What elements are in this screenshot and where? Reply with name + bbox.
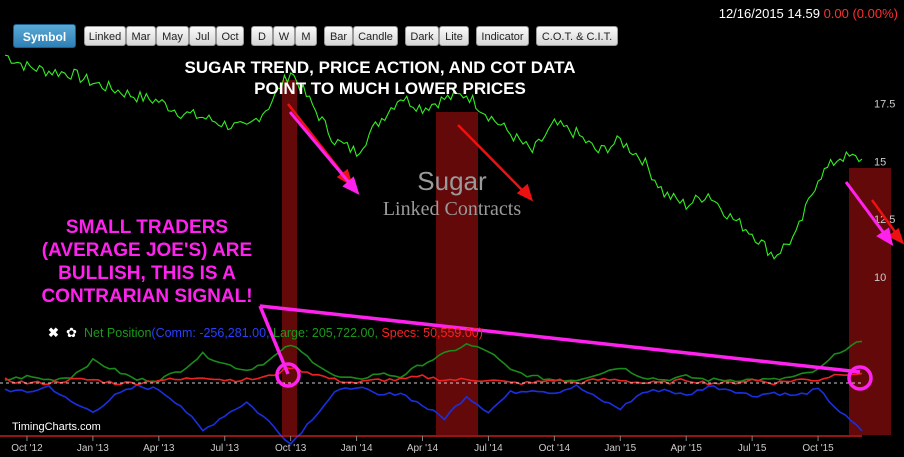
gear-icon[interactable]: ✿ xyxy=(66,325,77,340)
x-tick-label: Jan '13 xyxy=(77,443,109,454)
y-tick-label: 17.5 xyxy=(874,99,895,111)
cot-line-large xyxy=(4,340,863,383)
x-tick-label: Jul '14 xyxy=(474,443,503,454)
cot-line-comm xyxy=(4,383,863,445)
highlight-region-nov15 xyxy=(849,168,891,435)
candle-button[interactable]: Candle xyxy=(353,26,398,46)
may-button[interactable]: May xyxy=(156,26,189,46)
bar-button[interactable]: Bar xyxy=(324,26,353,46)
small-traders-line-3: BULLISH, THIS IS A xyxy=(58,263,236,284)
quote-change: 0.00 (0.00%) xyxy=(823,6,898,21)
price-line xyxy=(4,54,863,260)
small-traders-line-1: SMALL TRADERS xyxy=(66,217,228,238)
quote-readout: 12/16/2015 14.59 0.00 (0.00%) xyxy=(719,6,898,21)
daily-button[interactable]: D xyxy=(251,26,273,46)
symbol-button[interactable]: Symbol xyxy=(13,24,76,48)
indicator-comm: (Comm: -256,281.00, xyxy=(151,326,269,340)
linked-button[interactable]: Linked xyxy=(84,26,126,46)
close-icon[interactable]: ✖ xyxy=(48,325,59,340)
small-traders-line-4: CONTRARIAN SIGNAL! xyxy=(41,286,252,307)
trend-arrows xyxy=(287,103,904,245)
x-axis: Oct '12 Jan '13 Apr '13 Jul '13 Oct '13 Jan '… xyxy=(0,435,862,454)
x-tick-label: Apr '15 xyxy=(671,443,703,454)
x-tick-label: Oct '14 xyxy=(539,443,571,454)
oct-button[interactable]: Oct xyxy=(216,26,244,46)
x-tick-label: Jan '14 xyxy=(341,443,373,454)
jul-button[interactable]: Jul xyxy=(189,26,216,46)
headline-line-1: SUGAR TREND, PRICE ACTION, AND COT DATA xyxy=(185,58,576,77)
y-tick-label: 10 xyxy=(874,272,886,284)
headline-line-2: POINT TO MUCH LOWER PRICES xyxy=(254,79,526,98)
watermark-subtitle: Linked Contracts xyxy=(383,198,522,220)
y-tick-label: 15 xyxy=(874,156,886,168)
divergence-annotation xyxy=(258,304,873,391)
weekly-button[interactable]: W xyxy=(273,26,295,46)
x-tick-label: Apr '14 xyxy=(407,443,439,454)
highlight-region-jun14 xyxy=(436,112,478,435)
magenta-arrows xyxy=(288,111,894,247)
indicator-large: Large: 205,722.00, xyxy=(270,326,378,340)
chart-toolbar: Symbol Linked Mar May Jul Oct D W M Bar … xyxy=(0,0,904,50)
brand-watermark: TimingCharts.com xyxy=(12,421,101,433)
x-tick-label: Apr '13 xyxy=(143,443,175,454)
x-tick-label: Jul '13 xyxy=(210,443,239,454)
cot-line-specs xyxy=(4,366,863,386)
quote-datetime: 12/16/2015 14.59 xyxy=(718,6,820,21)
indicator-legend: Net Position(Comm: -256,281.00, Large: 2… xyxy=(84,326,483,340)
x-tick-label: Jul '15 xyxy=(738,443,767,454)
mar-button[interactable]: Mar xyxy=(126,26,156,46)
indicator-button[interactable]: Indicator xyxy=(476,26,529,46)
x-tick-label: Oct '15 xyxy=(802,443,834,454)
watermark-name: Sugar xyxy=(417,166,487,196)
price-layer xyxy=(4,54,863,260)
x-tick-label: Oct '12 xyxy=(11,443,43,454)
cot-cit-button[interactable]: C.O.T. & C.I.T. xyxy=(536,26,618,46)
x-tick-label: Oct '13 xyxy=(275,443,307,454)
x-tick-label: Jan '15 xyxy=(604,443,636,454)
dark-button[interactable]: Dark xyxy=(405,26,439,46)
cot-layer xyxy=(4,340,863,445)
indicator-specs: Specs: 50,559.00) xyxy=(378,326,483,340)
small-traders-line-2: (AVERAGE JOE'S) ARE xyxy=(42,240,252,261)
indicator-label: Net Position xyxy=(84,326,151,340)
lite-button[interactable]: Lite xyxy=(439,26,469,46)
monthly-button[interactable]: M xyxy=(295,26,317,46)
